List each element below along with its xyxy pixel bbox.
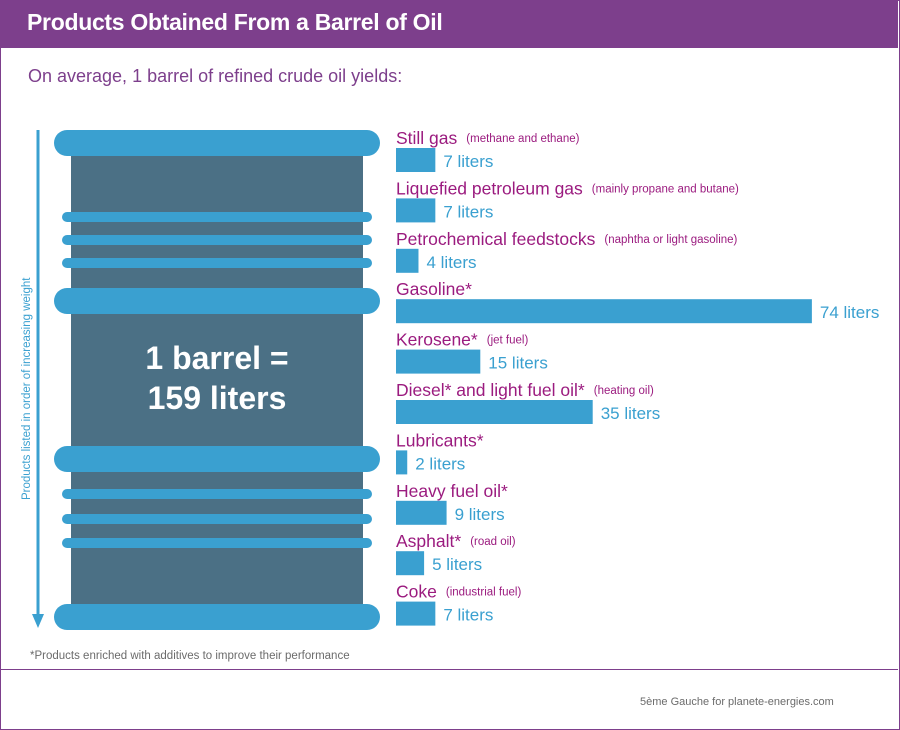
- value-label: 4 liters: [426, 253, 476, 272]
- value-label: 74 liters: [820, 303, 880, 322]
- category-note: (jet fuel): [487, 335, 529, 347]
- bar: [396, 299, 812, 324]
- value-label: 35 liters: [601, 404, 661, 423]
- order-arrow-icon: [32, 130, 44, 628]
- header-bar: Products Obtained From a Barrel of Oil: [0, 0, 898, 48]
- category-label: Diesel* and light fuel oil*: [396, 380, 585, 400]
- category-label: Liquefied petroleum gas: [396, 178, 583, 198]
- value-label: 7 liters: [443, 202, 493, 221]
- category-label: Heavy fuel oil*: [396, 481, 508, 501]
- bar: [396, 148, 436, 172]
- bar: [396, 248, 419, 273]
- category-note: (industrial fuel): [446, 587, 522, 599]
- barrel-total-label: 1 barrel = 159 liters: [72, 338, 362, 418]
- footnote: *Products enriched with additives to imp…: [30, 650, 350, 662]
- value-label: 7 liters: [443, 152, 493, 171]
- category-note: (naphtha or light gasoline): [604, 234, 737, 246]
- value-label: 5 liters: [432, 555, 482, 574]
- credit-text: 5ème Gauche for planete-energies.com: [640, 696, 834, 708]
- barrel-total-line1: 1 barrel =: [145, 340, 289, 376]
- barrel-illustration: [54, 130, 380, 630]
- category-note: (road oil): [470, 536, 516, 548]
- bar: [396, 500, 447, 525]
- category-label: Still gas: [396, 128, 458, 148]
- yield-bar-chart: Still gas (methane and ethane) 7 liters Liq…: [396, 128, 880, 626]
- bar: [396, 450, 408, 475]
- bar: [396, 400, 593, 424]
- bar: [396, 601, 436, 626]
- value-label: 15 liters: [488, 354, 548, 373]
- subtitle: On average, 1 barrel of refined crude oi…: [28, 66, 403, 86]
- category-label: Petrochemical feedstocks: [396, 229, 596, 249]
- category-label: Kerosene*: [396, 330, 478, 350]
- footer-divider: [0, 669, 898, 670]
- bar: [396, 349, 481, 374]
- page-title: Products Obtained From a Barrel of Oil: [27, 9, 443, 35]
- category-label: Lubricants*: [396, 430, 484, 450]
- category-label: Gasoline*: [396, 279, 472, 299]
- value-label: 2 liters: [415, 454, 465, 473]
- value-label: 9 liters: [455, 505, 505, 524]
- category-note: (methane and ethane): [466, 133, 579, 145]
- value-label: 7 liters: [443, 606, 493, 625]
- category-note: (heating oil): [594, 385, 654, 397]
- bar: [396, 198, 436, 223]
- barrel-total-line2: 159 liters: [147, 380, 287, 416]
- bar: [396, 551, 425, 576]
- category-label: Asphalt*: [396, 531, 461, 551]
- category-label: Coke: [396, 582, 437, 602]
- category-note: (mainly propane and butane): [592, 183, 739, 195]
